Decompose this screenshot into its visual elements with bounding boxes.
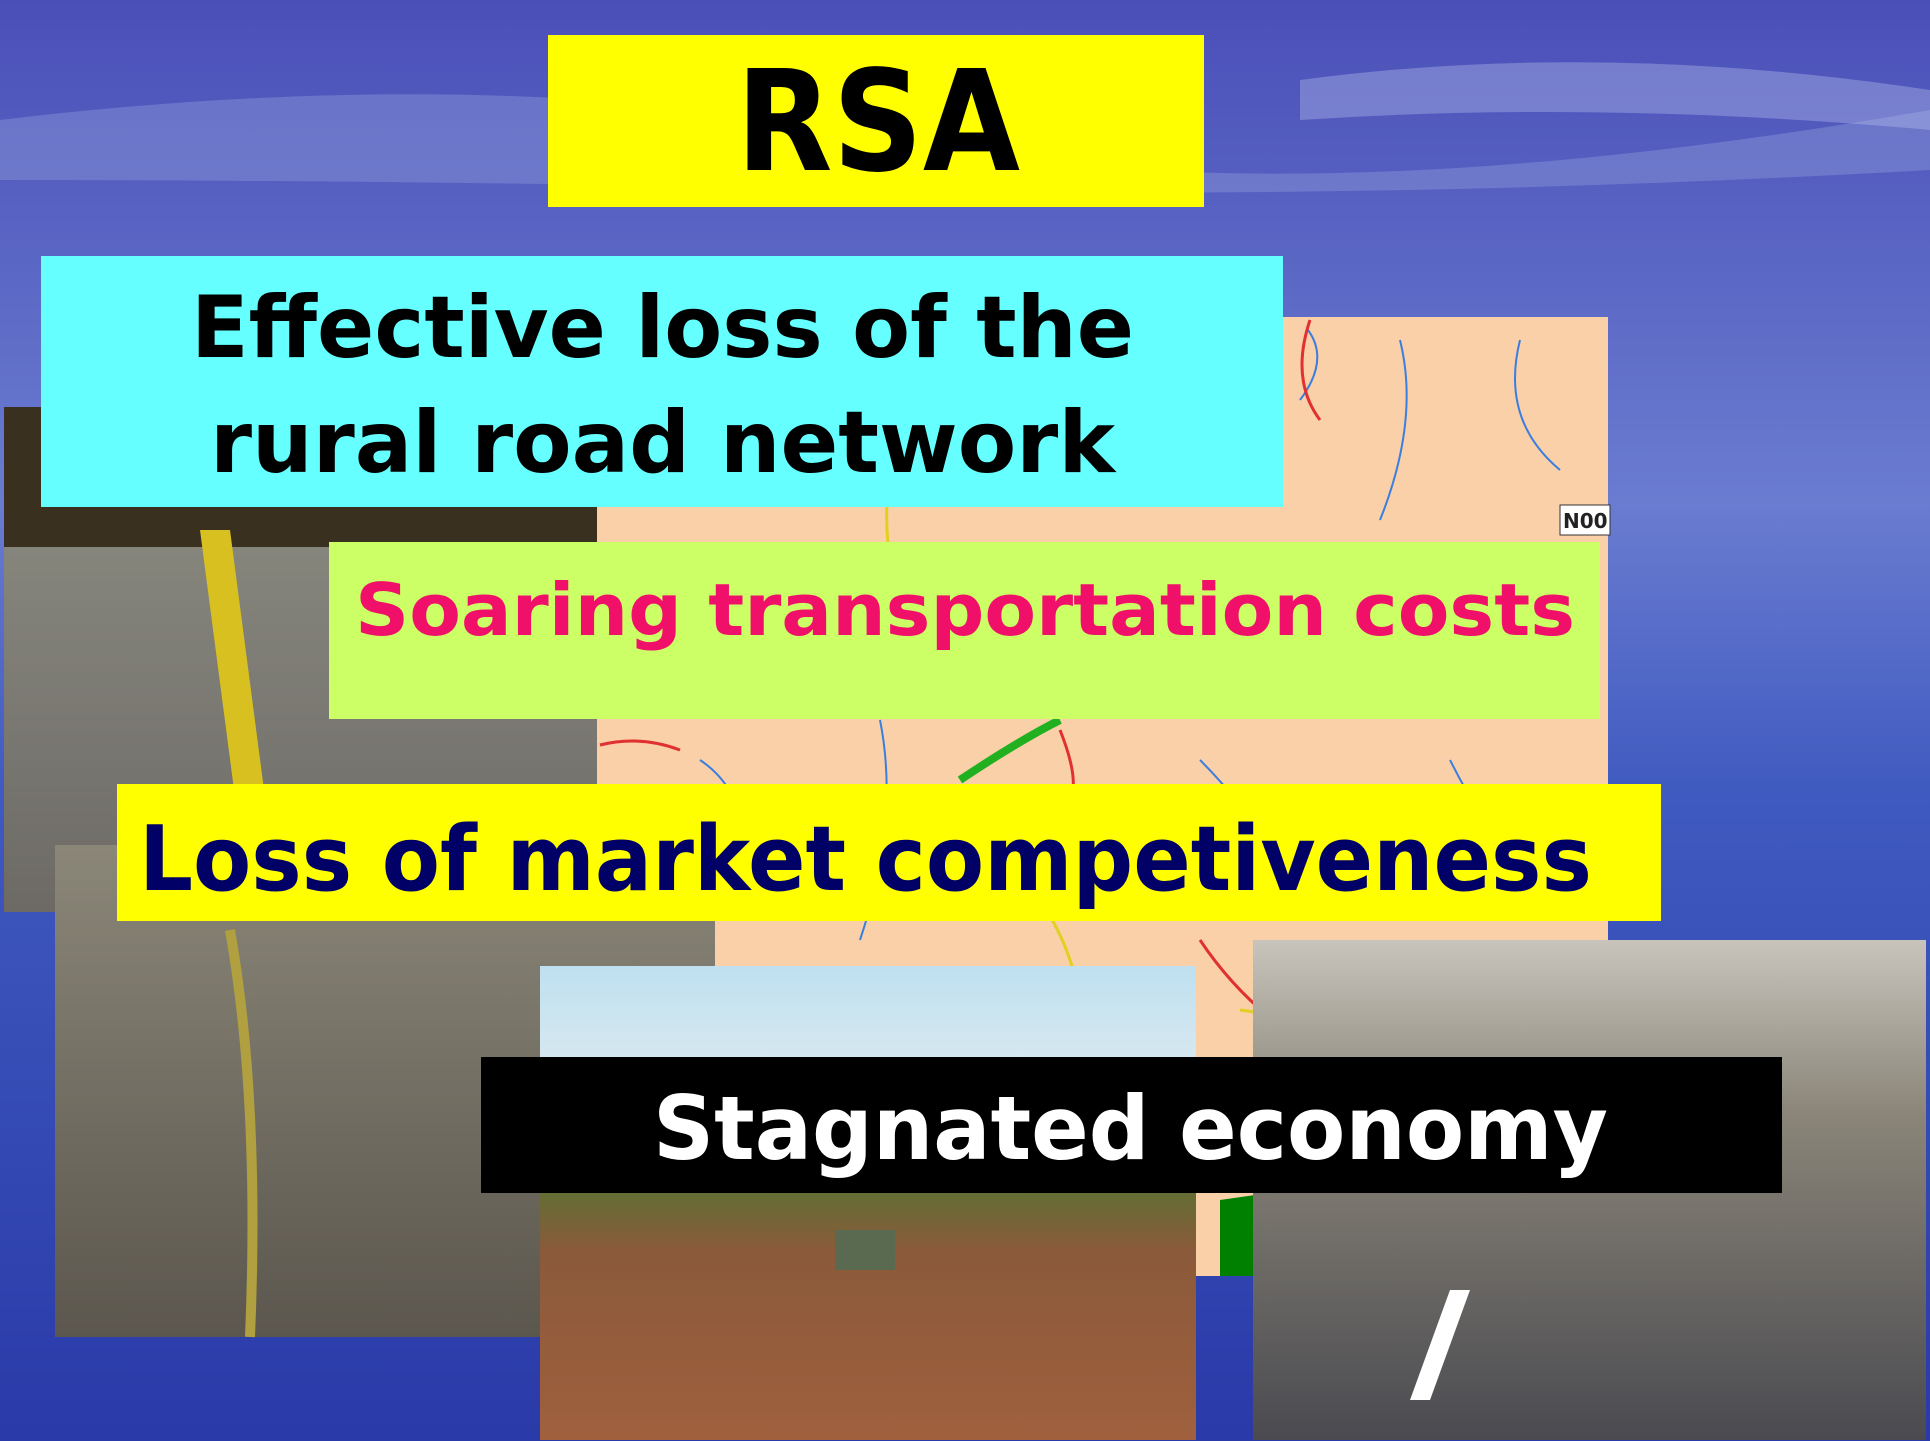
photo-bottom-center — [540, 966, 1196, 1440]
map-label: N00 — [1563, 509, 1608, 533]
point-text: Loss of market competiveness — [139, 807, 1592, 912]
truck — [835, 1230, 895, 1270]
point-text: rural road network — [210, 393, 1117, 493]
slide: N00 RSA Effective loss of the rural road… — [0, 0, 1930, 1441]
photo — [540, 966, 1196, 1440]
page: N00 RSA Effective loss of the rural road… — [0, 0, 1930, 1441]
point-text: Soaring transportation costs — [355, 568, 1575, 652]
point-text: Stagnated economy — [653, 1077, 1608, 1180]
title: RSA — [736, 41, 1020, 204]
point-text: Effective loss of the — [191, 278, 1134, 378]
